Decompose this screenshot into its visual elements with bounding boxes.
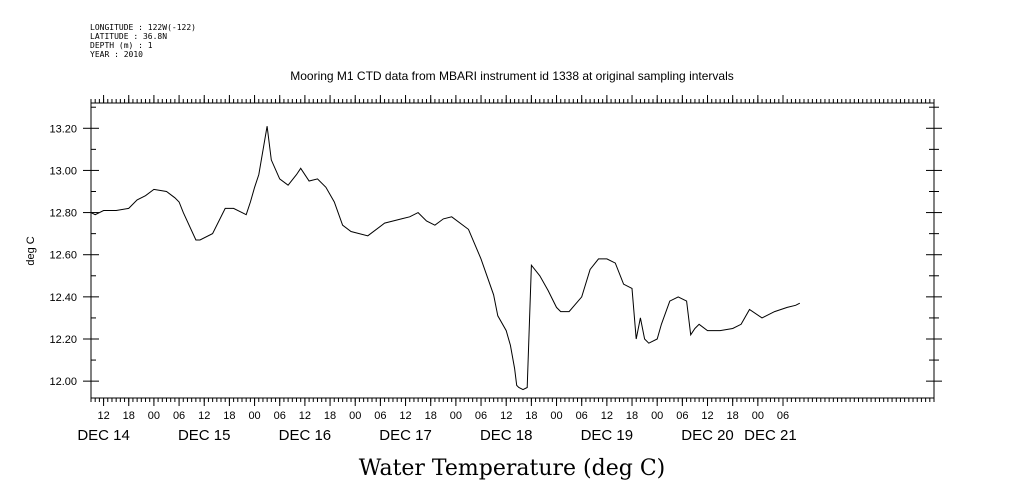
x-tick-label: 18 — [525, 410, 537, 422]
depth-label: DEPTH (m) : 1 — [90, 41, 153, 50]
x-tick-label: 12 — [500, 410, 512, 422]
year-label: YEAR : 2010 — [90, 50, 143, 59]
y-tick-label: 12.60 — [49, 250, 77, 262]
x-tick-label: 00 — [349, 410, 361, 422]
temperature-line — [90, 126, 801, 391]
x-tick-label: 18 — [727, 410, 739, 422]
chart-title: Mooring M1 CTD data from MBARI instrumen… — [290, 69, 734, 83]
x-tick-label: 00 — [248, 410, 260, 422]
day-label: DEC 18 — [480, 427, 533, 444]
day-label: DEC 19 — [581, 427, 634, 444]
day-label: DEC 16 — [279, 427, 332, 444]
x-tick-label: 06 — [374, 410, 386, 422]
day-label: DEC 21 — [744, 427, 797, 444]
x-tick-label: 00 — [148, 410, 160, 422]
x-tick-label: 12 — [399, 410, 411, 422]
x-tick-label: 12 — [299, 410, 311, 422]
minor-ticks — [90, 99, 935, 402]
y-axis-label: deg C — [25, 236, 37, 265]
y-tick-label: 12.00 — [49, 376, 77, 388]
x-tick-label: 18 — [324, 410, 336, 422]
x-tick-label: 12 — [701, 410, 713, 422]
longitude-label: LONGITUDE : 122W(-122) — [90, 23, 196, 32]
day-label: DEC 14 — [77, 427, 130, 444]
x-tick-label: 18 — [425, 410, 437, 422]
x-tick-label: 00 — [550, 410, 562, 422]
x-tick-label: 00 — [651, 410, 663, 422]
x-tick-label: 00 — [752, 410, 764, 422]
x-tick-label: 12 — [601, 410, 613, 422]
y-tick-label: 12.40 — [49, 292, 77, 304]
y-tick-label: 13.00 — [49, 165, 77, 177]
y-tick-label: 12.80 — [49, 208, 77, 220]
x-tick-label: 18 — [626, 410, 638, 422]
series-layer — [90, 126, 801, 391]
y-tick-label: 12.20 — [49, 334, 77, 346]
day-label: DEC 20 — [681, 427, 734, 444]
x-tick-label: 06 — [676, 410, 688, 422]
x-tick-label: 06 — [274, 410, 286, 422]
y-tick-label: 13.20 — [49, 123, 77, 135]
x-tick-label: 06 — [173, 410, 185, 422]
x-axis-title: Water Temperature (deg C) — [359, 456, 666, 481]
y-axis: 13.20 13.00 12.80 12.60 12.40 12.20 12.00 — [49, 106, 942, 388]
x-tick-label: 12 — [97, 410, 109, 422]
x-tick-label: 06 — [777, 410, 789, 422]
x-tick-label: 00 — [450, 410, 462, 422]
day-label: DEC 17 — [379, 427, 432, 444]
x-tick-label: 12 — [198, 410, 210, 422]
x-tick-label: 18 — [223, 410, 235, 422]
x-tick-label: 06 — [475, 410, 487, 422]
x-axis: 12 18 00 06 12 18 00 06 12 18 00 06 12 18 00 06 12 18 00 06… — [77, 95, 797, 444]
day-label: DEC 15 — [178, 427, 231, 444]
latitude-label: LATITUDE : 36.8N — [90, 32, 167, 41]
x-tick-label: 06 — [576, 410, 588, 422]
plot-frame — [90, 102, 935, 399]
x-tick-label: 18 — [123, 410, 135, 422]
